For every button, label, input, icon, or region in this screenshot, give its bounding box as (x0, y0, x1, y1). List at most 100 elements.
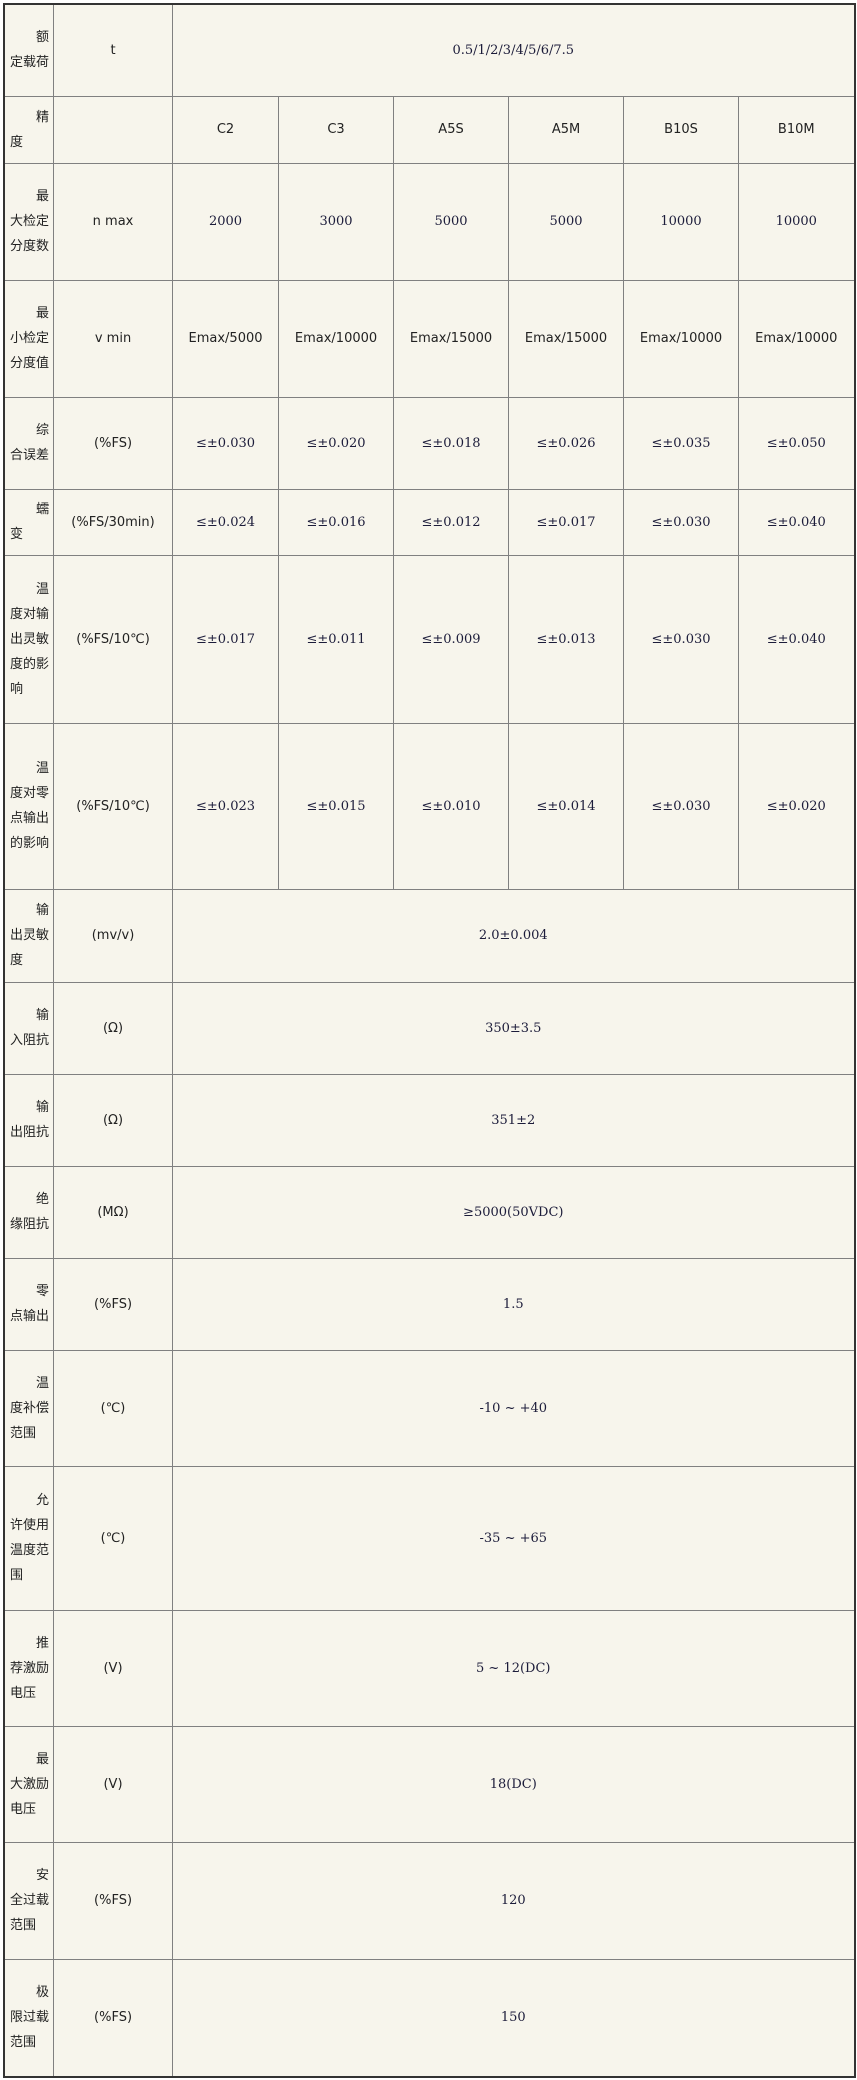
row-label: 蠕变 (3, 488, 55, 556)
table-row: 安全过载范围 (%FS) 120 (3, 1841, 856, 1960)
cell-value: 3000 (278, 162, 395, 281)
cell-value: C3 (278, 95, 395, 164)
row-value: 1.5 (172, 1257, 856, 1351)
row-unit: (Ω) (53, 981, 174, 1075)
row-label: 允许使用温度范围 (3, 1465, 55, 1611)
cell-value: ≤±0.012 (393, 488, 510, 556)
cell-value: 5000 (393, 162, 510, 281)
cell-value: ≤±0.050 (738, 396, 856, 490)
table-row: 输入阻抗 (Ω) 350±3.5 (3, 981, 856, 1075)
row-value: 2.0±0.004 (172, 888, 856, 983)
cell-value: ≤±0.018 (393, 396, 510, 490)
row-label: 输入阻抗 (3, 981, 55, 1075)
row-value: 350±3.5 (172, 981, 856, 1075)
table-row: 输出灵敏度 (mv/v) 2.0±0.004 (3, 888, 856, 983)
table-row: 温度补偿范围 (℃) -10 ~ +40 (3, 1349, 856, 1467)
cell-value: Emax/15000 (508, 279, 625, 398)
cell-value: ≤±0.040 (738, 488, 856, 556)
cell-value: 5000 (508, 162, 625, 281)
table-row: 绝缘阻抗 (MΩ) ≥5000(50VDC) (3, 1165, 856, 1259)
row-label: 最大激励电压 (3, 1725, 55, 1843)
cell-value: Emax/5000 (172, 279, 280, 398)
table-row: 最小检定分度值 v min Emax/5000 Emax/10000 Emax/1500… (3, 279, 856, 398)
row-unit: (%FS/10℃) (53, 554, 174, 724)
cell-value: A5M (508, 95, 625, 164)
row-unit: (Ω) (53, 1073, 174, 1167)
cell-value: 2000 (172, 162, 280, 281)
row-label: 绝缘阻抗 (3, 1165, 55, 1259)
cell-value: ≤±0.014 (508, 722, 625, 890)
table-row: 精度 C2 C3 A5S A5M B10S B10M (3, 95, 856, 164)
cell-value: ≤±0.030 (172, 396, 280, 490)
cell-value: ≤±0.023 (172, 722, 280, 890)
row-label: 温度补偿范围 (3, 1349, 55, 1467)
row-value: 120 (172, 1841, 856, 1960)
row-unit: (V) (53, 1725, 174, 1843)
row-unit: (%FS) (53, 1257, 174, 1351)
table-row: 温度对零点输出的影响 (%FS/10℃) ≤±0.023 ≤±0.015 ≤±0.010… (3, 722, 856, 890)
row-label: 输出灵敏度 (3, 888, 55, 983)
row-label: 最大检定分度数 (3, 162, 55, 281)
cell-value: ≤±0.035 (623, 396, 740, 490)
table-row: 蠕变 (%FS/30min) ≤±0.024 ≤±0.016 ≤±0.012 ≤±0.01… (3, 488, 856, 556)
cell-value: Emax/10000 (738, 279, 856, 398)
row-label: 极限过载范围 (3, 1958, 55, 2078)
cell-value: C2 (172, 95, 280, 164)
row-label: 温度对零点输出的影响 (3, 722, 55, 890)
row-label: 综合误差 (3, 396, 55, 490)
table-row: 极限过载范围 (%FS) 150 (3, 1958, 856, 2078)
row-unit: n max (53, 162, 174, 281)
row-value: ≥5000(50VDC) (172, 1165, 856, 1259)
row-label: 额定载荷 (3, 3, 55, 97)
cell-value: ≤±0.011 (278, 554, 395, 724)
cell-value: ≤±0.026 (508, 396, 625, 490)
row-unit: (MΩ) (53, 1165, 174, 1259)
row-value: 351±2 (172, 1073, 856, 1167)
row-value: -10 ~ +40 (172, 1349, 856, 1467)
row-label: 输出阻抗 (3, 1073, 55, 1167)
cell-value: 10000 (623, 162, 740, 281)
cell-value: ≤±0.017 (172, 554, 280, 724)
row-unit (53, 95, 174, 164)
row-unit: (mv/v) (53, 888, 174, 983)
table-row: 最大检定分度数 n max 2000 3000 5000 5000 10000 10000 (3, 162, 856, 281)
row-label: 精度 (3, 95, 55, 164)
row-value: 150 (172, 1958, 856, 2078)
row-label: 推荐激励电压 (3, 1609, 55, 1727)
cell-value: B10M (738, 95, 856, 164)
row-unit: v min (53, 279, 174, 398)
cell-value: ≤±0.030 (623, 554, 740, 724)
row-value: 0.5/1/2/3/4/5/6/7.5 (172, 3, 856, 97)
row-unit: (℃) (53, 1465, 174, 1611)
cell-value: ≤±0.020 (278, 396, 395, 490)
table-row: 输出阻抗 (Ω) 351±2 (3, 1073, 856, 1167)
cell-value: 10000 (738, 162, 856, 281)
row-unit: (%FS/30min) (53, 488, 174, 556)
row-label: 最小检定分度值 (3, 279, 55, 398)
row-unit: (℃) (53, 1349, 174, 1467)
table-row: 最大激励电压 (V) 18(DC) (3, 1725, 856, 1843)
table-row: 零点输出 (%FS) 1.5 (3, 1257, 856, 1351)
table-row: 允许使用温度范围 (℃) -35 ~ +65 (3, 1465, 856, 1611)
row-value: -35 ~ +65 (172, 1465, 856, 1611)
cell-value: ≤±0.017 (508, 488, 625, 556)
row-unit: (%FS/10℃) (53, 722, 174, 890)
row-unit: (%FS) (53, 396, 174, 490)
row-value: 18(DC) (172, 1725, 856, 1843)
spec-table: 额定载荷 t 0.5/1/2/3/4/5/6/7.5 精度 C2 C3 A5S A5M B10S… (3, 3, 856, 2078)
cell-value: ≤±0.030 (623, 722, 740, 890)
table-row: 综合误差 (%FS) ≤±0.030 ≤±0.020 ≤±0.018 ≤±0.026 ≤±0… (3, 396, 856, 490)
cell-value: B10S (623, 95, 740, 164)
cell-value: ≤±0.016 (278, 488, 395, 556)
row-label: 安全过载范围 (3, 1841, 55, 1960)
cell-value: ≤±0.020 (738, 722, 856, 890)
cell-value: Emax/15000 (393, 279, 510, 398)
row-unit: t (53, 3, 174, 97)
cell-value: ≤±0.040 (738, 554, 856, 724)
row-label: 温度对输出灵敏度的影响 (3, 554, 55, 724)
cell-value: A5S (393, 95, 510, 164)
row-label: 零点输出 (3, 1257, 55, 1351)
cell-value: Emax/10000 (278, 279, 395, 398)
table-row: 推荐激励电压 (V) 5 ~ 12(DC) (3, 1609, 856, 1727)
cell-value: ≤±0.009 (393, 554, 510, 724)
